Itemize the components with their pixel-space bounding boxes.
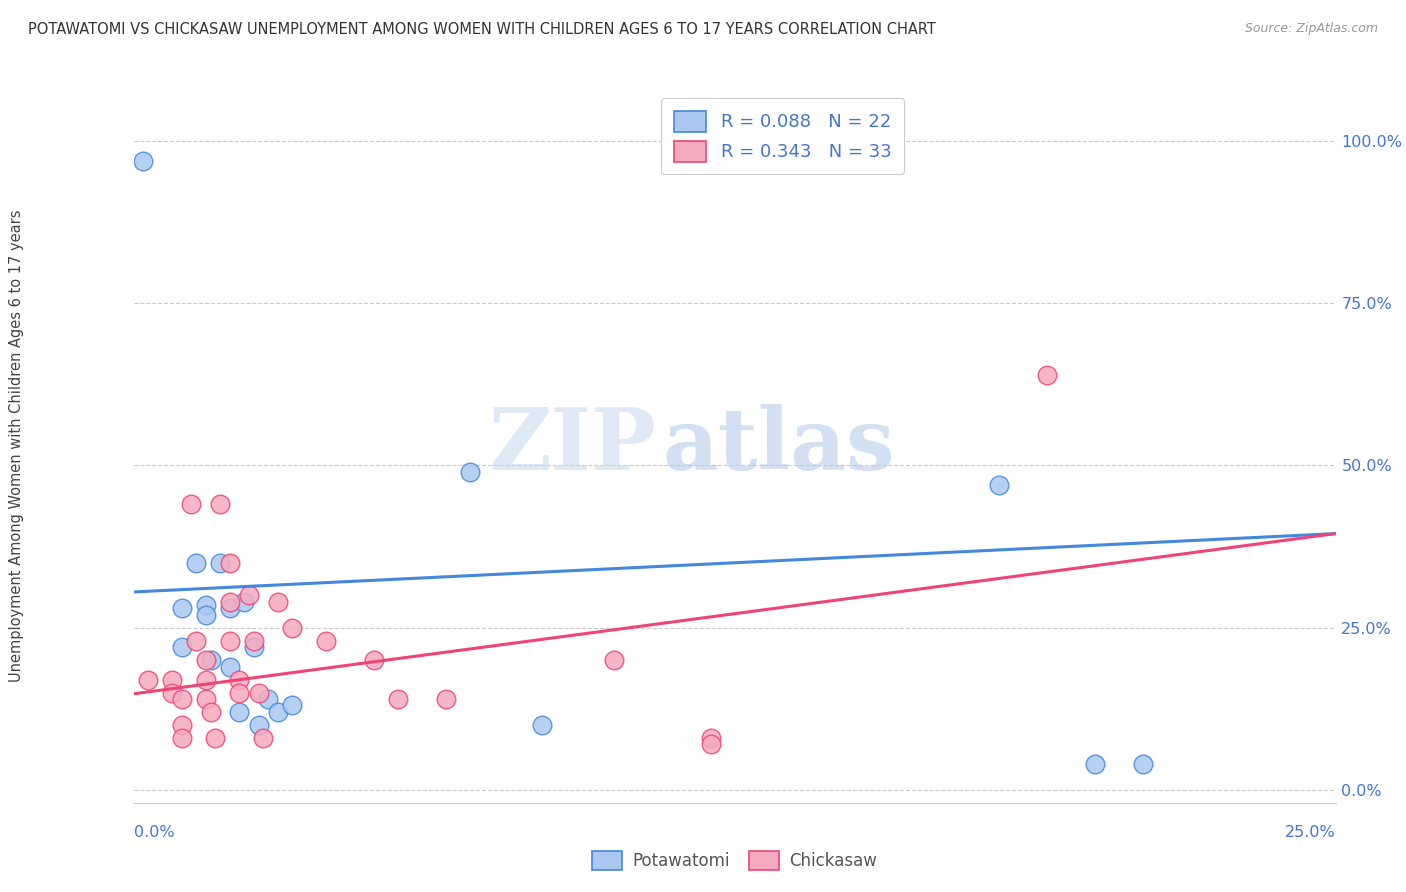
- Point: [160, 673, 183, 687]
- Point: [228, 685, 250, 699]
- Point: [194, 673, 217, 687]
- Point: [257, 692, 280, 706]
- Point: [218, 595, 240, 609]
- Point: [267, 705, 290, 719]
- Point: [247, 718, 270, 732]
- Point: [238, 588, 260, 602]
- Text: POTAWATOMI VS CHICKASAW UNEMPLOYMENT AMONG WOMEN WITH CHILDREN AGES 6 TO 17 YEAR: POTAWATOMI VS CHICKASAW UNEMPLOYMENT AMO…: [28, 22, 936, 37]
- Point: [180, 497, 202, 511]
- Point: [160, 685, 183, 699]
- Point: [218, 633, 240, 648]
- Point: [233, 595, 256, 609]
- Point: [136, 673, 159, 687]
- Text: Unemployment Among Women with Children Ages 6 to 17 years: Unemployment Among Women with Children A…: [10, 210, 24, 682]
- Point: [218, 601, 240, 615]
- Point: [1036, 368, 1059, 382]
- Text: 25.0%: 25.0%: [1285, 825, 1336, 840]
- Point: [252, 731, 274, 745]
- Point: [170, 718, 193, 732]
- Point: [204, 731, 226, 745]
- Point: [988, 478, 1011, 492]
- Text: 0.0%: 0.0%: [134, 825, 174, 840]
- Legend: Potawatomi, Chickasaw: Potawatomi, Chickasaw: [585, 844, 884, 877]
- Point: [363, 653, 385, 667]
- Point: [531, 718, 554, 732]
- Point: [194, 607, 217, 622]
- Point: [184, 633, 207, 648]
- Point: [200, 653, 222, 667]
- Point: [170, 640, 193, 654]
- Point: [458, 465, 481, 479]
- Point: [1132, 756, 1154, 771]
- Text: ZIP: ZIP: [489, 404, 657, 488]
- Point: [194, 598, 217, 612]
- Point: [281, 698, 304, 713]
- Point: [434, 692, 457, 706]
- Point: [603, 653, 626, 667]
- Point: [218, 659, 240, 673]
- Point: [699, 738, 721, 752]
- Point: [247, 685, 270, 699]
- Point: [132, 153, 155, 168]
- Point: [209, 556, 232, 570]
- Point: [200, 705, 222, 719]
- Point: [387, 692, 409, 706]
- Point: [281, 621, 304, 635]
- Point: [267, 595, 290, 609]
- Point: [315, 633, 337, 648]
- Point: [194, 653, 217, 667]
- Point: [699, 731, 721, 745]
- Point: [194, 692, 217, 706]
- Point: [228, 673, 250, 687]
- Text: Source: ZipAtlas.com: Source: ZipAtlas.com: [1244, 22, 1378, 36]
- Point: [243, 633, 266, 648]
- Point: [243, 640, 266, 654]
- Point: [218, 556, 240, 570]
- Point: [209, 497, 232, 511]
- Point: [170, 601, 193, 615]
- Point: [1084, 756, 1107, 771]
- Point: [228, 705, 250, 719]
- Point: [184, 556, 207, 570]
- Point: [170, 692, 193, 706]
- Text: atlas: atlas: [662, 404, 896, 488]
- Point: [170, 731, 193, 745]
